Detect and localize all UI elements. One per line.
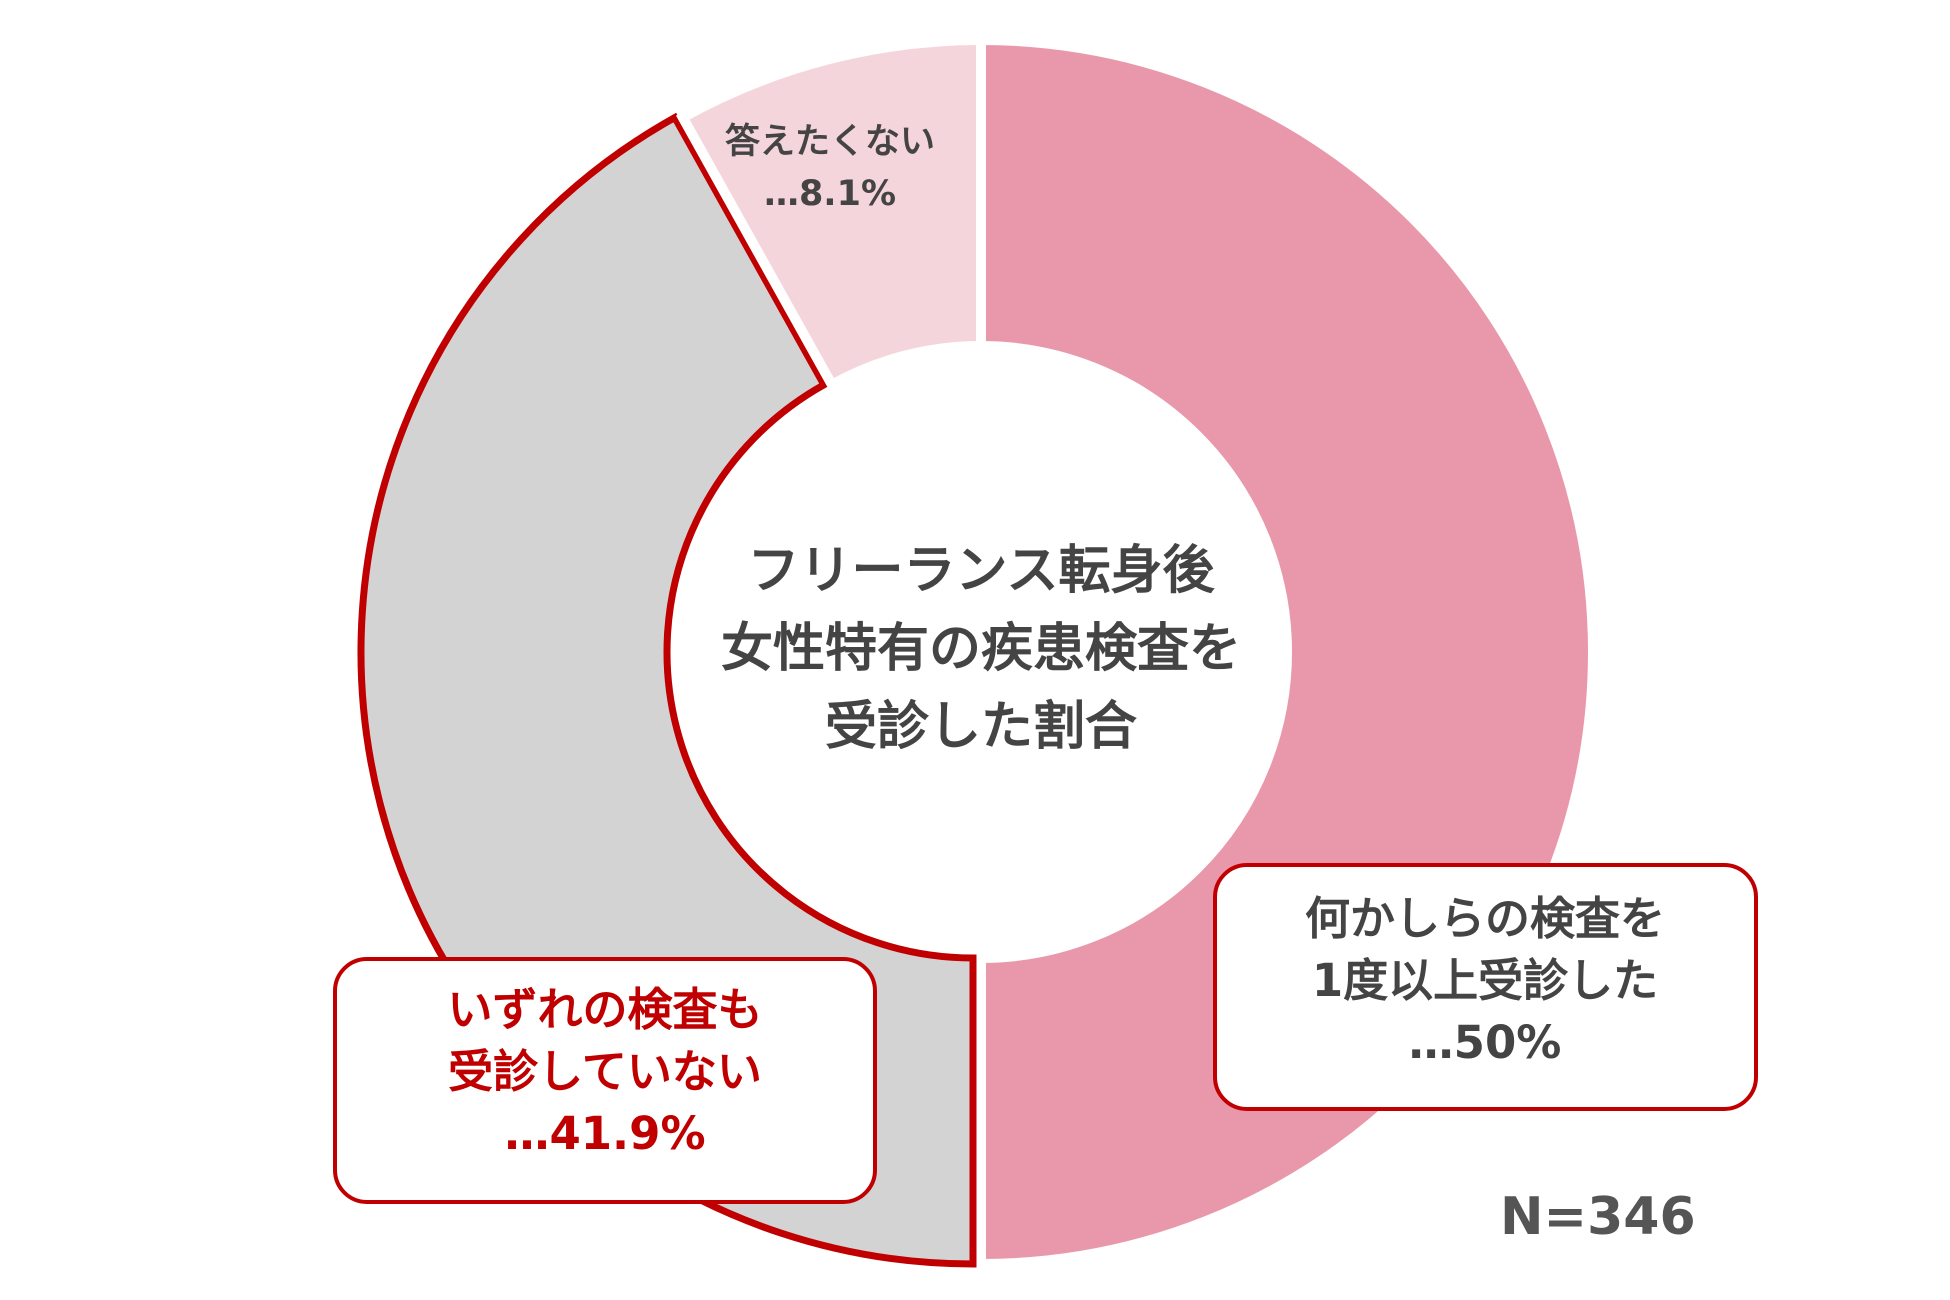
sample-size: N=346 <box>1500 1187 1696 1247</box>
label-box <box>1213 863 1758 1111</box>
value-label: …8.1% <box>764 174 896 214</box>
category-label: 何かしらの検査を <box>1305 892 1665 945</box>
category-label: いずれの検査も <box>447 983 762 1036</box>
label-box <box>333 957 877 1204</box>
chart-title: 受診した割合 <box>825 697 1137 757</box>
value-label: …50% <box>1409 1016 1562 1069</box>
donut-segment <box>675 34 986 392</box>
chart-title: 女性特有の疾患検査を <box>721 619 1241 679</box>
chart-title: フリーランス転身後 <box>748 541 1216 601</box>
category-label: 1度以上受診した <box>1312 954 1658 1007</box>
category-label: 受診していない <box>448 1045 762 1098</box>
value-label: …41.9% <box>504 1107 705 1160</box>
category-label: 答えたくない <box>725 122 935 162</box>
